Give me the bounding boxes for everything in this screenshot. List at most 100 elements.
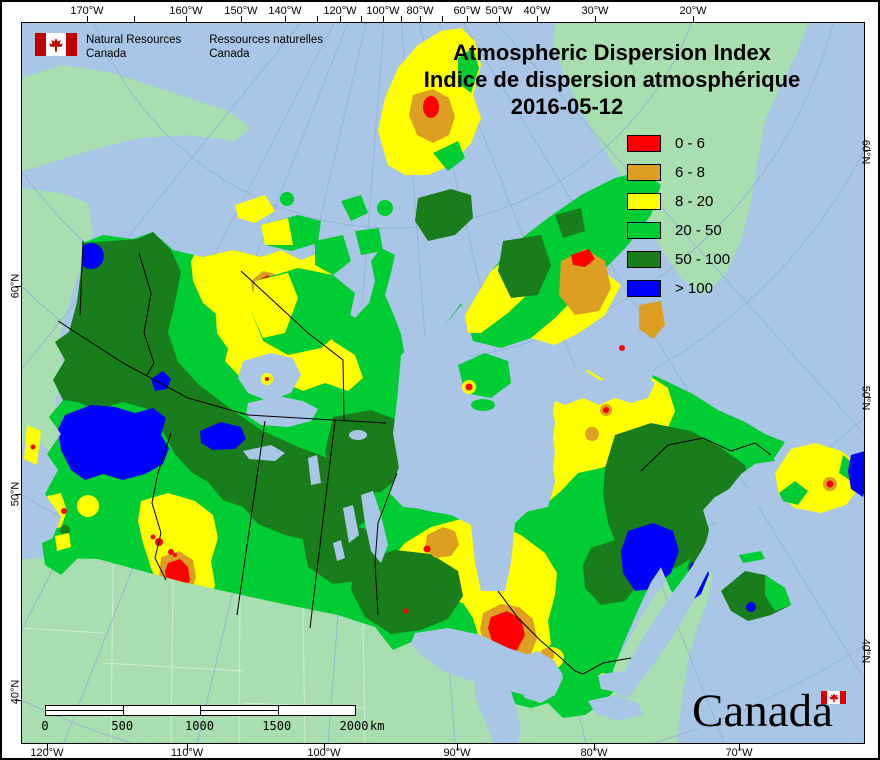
maple-leaf-icon [49,37,63,52]
map-title-en: Atmospheric Dispersion Index [453,40,771,65]
legend-swatch-blue [627,280,661,297]
axis-tick-top [467,16,468,22]
axis-tick-top [420,16,421,22]
legend-swatch-yellow [627,193,661,210]
legend-row: > 100 [627,280,730,297]
legend-label: 6 - 8 [675,164,706,181]
axis-tick-top [499,16,500,22]
map-frame [21,22,865,744]
legend-row: 6 - 8 [627,164,730,181]
scale-bar: 0 500 1000 1500 2000 km [41,705,384,733]
scale-bar-label: 1000 [185,719,214,733]
nrcan-en-line2: Canada [86,48,127,60]
legend-row: 0 - 6 [627,135,730,152]
scale-bar-label: 1500 [262,719,292,733]
east-and-west-islands [24,425,864,621]
axis-label-right: 50°N [859,385,872,411]
axis-label-top: 30°W [581,5,609,17]
scale-bar-label: 500 [111,719,134,733]
axis-tick-top [87,16,88,22]
axis-label-top: 40°W [523,5,551,17]
axis-tick-top [285,16,286,22]
axis-tick-top [401,16,402,22]
axis-tick-bottom [739,744,740,750]
nrcan-en-line1: Natural Resources [86,34,182,46]
legend-label: 8 - 20 [675,193,714,210]
axis-label-bottom: 110°W [170,747,204,759]
province-borders [57,240,772,675]
axis-label-top: 120°W [323,5,357,17]
legend-label: 0 - 6 [675,135,706,152]
legend-label: > 100 [675,280,713,297]
axis-label-top: 150°W [224,5,258,17]
legend-row: 20 - 50 [627,222,730,239]
legend-swatch-red [627,135,661,152]
maple-leaf-icon [828,692,839,703]
axis-label-top: 80°W [406,5,434,17]
axis-label-bottom: 90°W [443,747,471,759]
axis-label-right: 60°N [859,139,872,165]
axis-label-left: 40°N [9,679,22,705]
axis-label-left: 60°N [9,273,22,299]
axis-tick-bottom [457,744,458,750]
axis-label-top: 140°W [268,5,302,17]
axis-tick-top [383,16,384,22]
axis-label-bottom: 120°W [30,747,64,759]
nrcan-text-fr: Ressources naturelles Canada [209,33,323,61]
legend-row: 8 - 20 [627,193,730,210]
axis-tick-right [865,650,871,651]
axis-tick-right [865,150,871,151]
axis-tick-top [537,16,538,22]
nrcan-signature: Natural Resources Canada Ressources natu… [35,33,323,61]
axis-tick-bottom [324,744,325,750]
land-greenland [553,23,808,295]
axis-label-bottom: 100°W [307,747,341,759]
axis-tick-top [693,16,694,22]
legend-row: 50 - 100 [627,251,730,268]
land-usa [22,557,713,743]
axis-label-top: 60°W [453,5,481,17]
title-block: Atmospheric Dispersion Index Indice de d… [342,39,880,120]
axis-label-top: 20°W [679,5,707,17]
axis-tick-top [595,16,596,22]
canada-wordmark: Canada [692,685,833,737]
axis-label-right: 40°N [859,638,872,664]
land-alaska [22,188,93,451]
axis-tick-top [317,16,318,22]
canada-adi-map [22,23,864,743]
axis-tick-top [361,16,362,22]
axis-tick-top [134,16,135,22]
land-russia [22,65,251,171]
axis-tick-top [442,16,443,22]
axis-label-top: 170°W [70,5,104,17]
legend-swatch-orange [627,164,661,181]
scale-bar-unit: km [370,719,385,733]
axis-tick-left [15,700,21,701]
nrcan-fr-line2: Canada [209,48,250,60]
axis-tick-bottom [47,744,48,750]
axis-label-bottom: 80°W [580,747,608,759]
scale-bar-label: 2000 [339,719,369,733]
legend-label: 50 - 100 [675,251,731,268]
canada-flag-icon [35,33,77,56]
axis-tick-left [15,286,21,287]
adi-legend: 0 - 6 6 - 8 8 - 20 20 - 50 50 - 100 > 10… [627,135,730,309]
axis-label-top: 100°W [366,5,400,17]
legend-swatch-green [627,222,661,239]
scale-bar-label: 0 [41,719,49,733]
axis-tick-top [241,16,242,22]
axis-tick-bottom [187,744,188,750]
wordmark-flag-icon [821,691,846,704]
nrcan-text-en: Natural Resources Canada [86,33,181,61]
axis-tick-bottom [594,744,595,750]
axis-label-left: 50°N [9,481,22,507]
legend-swatch-darkgreen [627,251,661,268]
axis-label-top: 50°W [485,5,513,17]
axis-label-top: 160°W [169,5,203,17]
axis-label-bottom: 70°W [725,747,753,759]
map-date: 2016-05-12 [510,94,624,119]
arctic-islands [215,28,665,411]
axis-tick-top [186,16,187,22]
axis-tick-right [865,397,871,398]
